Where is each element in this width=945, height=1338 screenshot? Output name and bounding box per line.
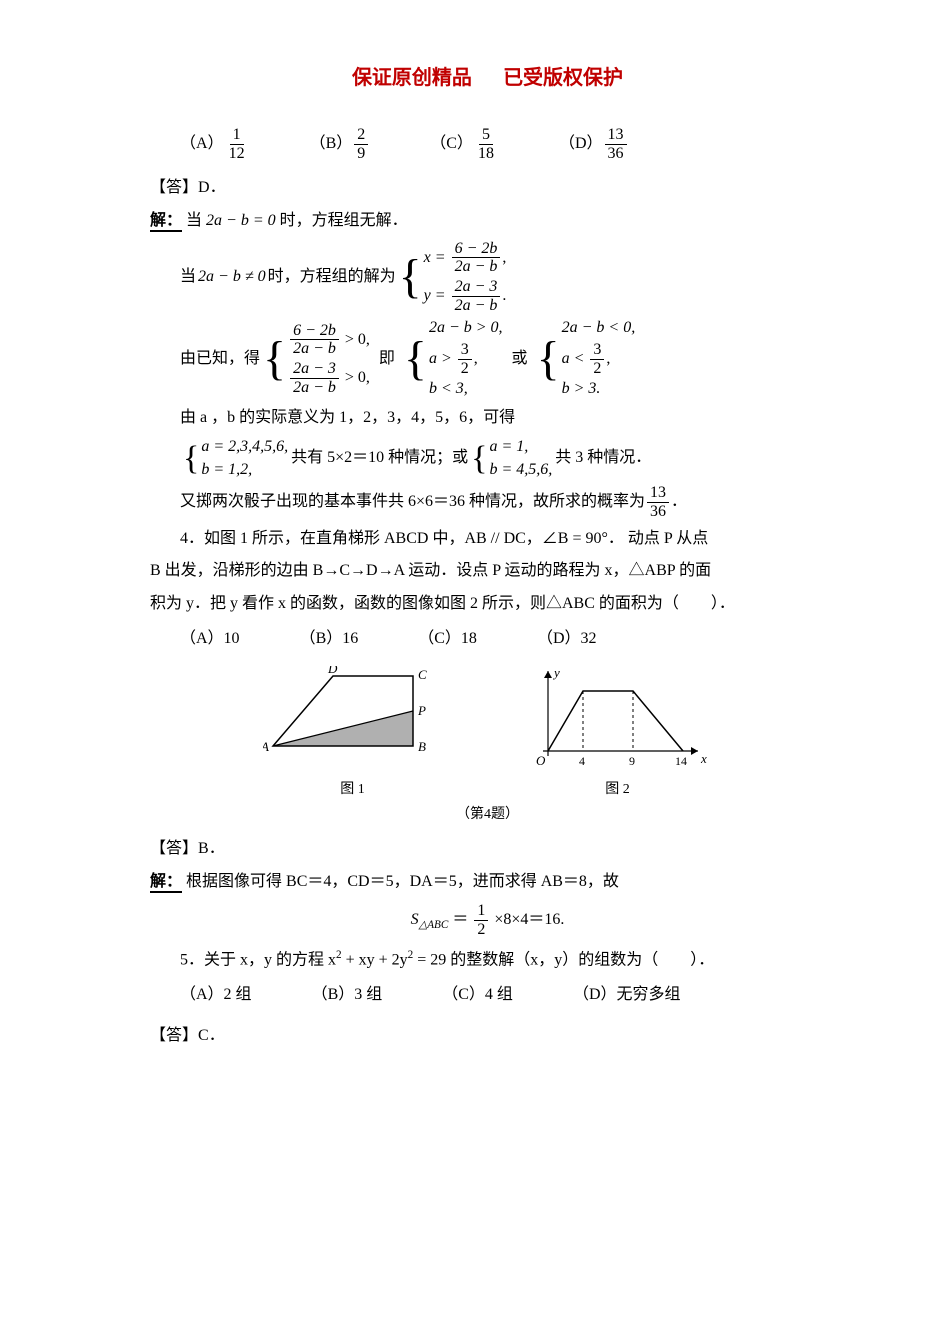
svg-text:P: P	[417, 703, 426, 718]
brace-cond3: { 2a − b < 0, a < 32, b > 3.	[537, 318, 636, 400]
solution-label: 解：	[150, 212, 182, 232]
q4-choice-c: （C）18	[418, 625, 477, 654]
q4-choice-d: （D）32	[537, 625, 597, 654]
svg-text:B: B	[418, 739, 426, 754]
svg-text:O: O	[536, 753, 546, 766]
svg-text:14: 14	[675, 754, 687, 766]
q3-sol-line1: 解： 当 2a − b = 0 时，方程组无解．	[150, 207, 825, 236]
svg-text:A: A	[263, 739, 269, 754]
q5-answer: 【答】C．	[150, 1022, 825, 1051]
svg-text:4: 4	[579, 754, 585, 766]
q5-choice-a: （A）2 组	[180, 981, 252, 1010]
q4-answer: 【答】B．	[150, 835, 825, 864]
q3-choice-b: （B） 29	[310, 126, 371, 162]
brace-ab1: { a = 2,3,4,5,6, b = 1,2,	[183, 437, 288, 481]
svg-text:9: 9	[629, 754, 635, 766]
brace-cond1: { 6 − 2b2a − b > 0, 2a − 32a − b > 0,	[263, 322, 370, 396]
q3-sol-line4: 由 a ，b 的实际意义为 1，2，3，4，5，6，可得	[180, 404, 825, 433]
q3-sol-line6: 又掷两次骰子出现的基本事件共 6×6＝36 种情况，故所求的概率为 1336 ．	[180, 484, 825, 520]
q3-sol-line5: { a = 2,3,4,5,6, b = 1,2, 共有 5×2＝10 种情况；…	[180, 437, 825, 481]
figure-2: Ox y 4 9 14 图 2	[523, 666, 713, 802]
q3-choice-c: （C） 518	[430, 126, 499, 162]
q4-figures: A B C D P 图 1 Ox y 4 9 14 图 2	[150, 666, 825, 802]
graph-diagram: Ox y 4 9 14	[523, 666, 713, 766]
q3-answer: 【答】D．	[150, 174, 825, 203]
q4-sol-line1: 解： 根据图像可得 BC＝4，CD＝5，DA＝5，进而求得 AB＝8，故	[150, 868, 825, 897]
q4-formula: S△ABC ＝ 12 ×8×4＝16.	[150, 902, 825, 938]
q3-choice-d: （D） 1336	[559, 126, 629, 162]
header-part2: 已受版权保护	[503, 67, 623, 89]
brace-xy: { x = 6 − 2b2a − b, y = 2a − 32a − b.	[399, 240, 507, 314]
q4-stem3: 积为 y．把 y 看作 x 的函数，函数的图像如图 2 所示，则△ABC 的面积…	[150, 590, 825, 619]
brace-ab2: { a = 1, b = 4,5,6,	[471, 437, 552, 481]
q4-choices: （A）10 （B）16 （C）18 （D）32	[180, 625, 825, 654]
page-header: 保证原创精品 已受版权保护	[150, 60, 825, 96]
q5-choice-b: （B）3 组	[312, 981, 383, 1010]
q3-sol-line2: 当 2a − b ≠ 0 时，方程组的解为 { x = 6 − 2b2a − b…	[180, 240, 825, 314]
brace-cond2: { 2a − b > 0, a > 32, b < 3,	[404, 318, 503, 400]
q5-choice-d: （D）无穷多组	[573, 981, 681, 1010]
q3-choice-a: （A） 112	[180, 126, 250, 162]
fig1-caption: 图 1	[263, 777, 443, 802]
q3-sol-line3: 由已知，得 { 6 − 2b2a − b > 0, 2a − 32a − b >…	[180, 318, 825, 400]
q4-stem2: B 出发，沿梯形的边由 B→C→D→A 运动．设点 P 运动的路程为 x，△AB…	[150, 557, 825, 586]
svg-text:C: C	[418, 667, 427, 682]
figure-1: A B C D P 图 1	[263, 666, 443, 802]
q4-stem1: 4．如图 1 所示，在直角梯形 ABCD 中，AB // DC，∠B = 90°…	[180, 525, 825, 554]
q5-choices: （A）2 组 （B）3 组 （C）4 组 （D）无穷多组	[180, 981, 825, 1010]
q5-stem: 5．关于 x，y 的方程 x2 + xy + 2y2 = 29 的整数解（x，y…	[180, 945, 825, 975]
header-part1: 保证原创精品	[352, 67, 472, 89]
q4-choice-b: （B）16	[300, 625, 359, 654]
fig-main-caption: （第4题）	[150, 802, 825, 827]
solution-label: 解：	[150, 873, 182, 893]
q3-choices: （A） 112 （B） 29 （C） 518 （D） 1336	[180, 126, 825, 162]
fig2-caption: 图 2	[523, 777, 713, 802]
trapezoid-diagram: A B C D P	[263, 666, 443, 766]
q5-choice-c: （C）4 组	[442, 981, 513, 1010]
svg-text:x: x	[700, 751, 707, 766]
svg-text:y: y	[552, 666, 560, 680]
q4-choice-a: （A）10	[180, 625, 240, 654]
svg-text:D: D	[327, 666, 338, 676]
